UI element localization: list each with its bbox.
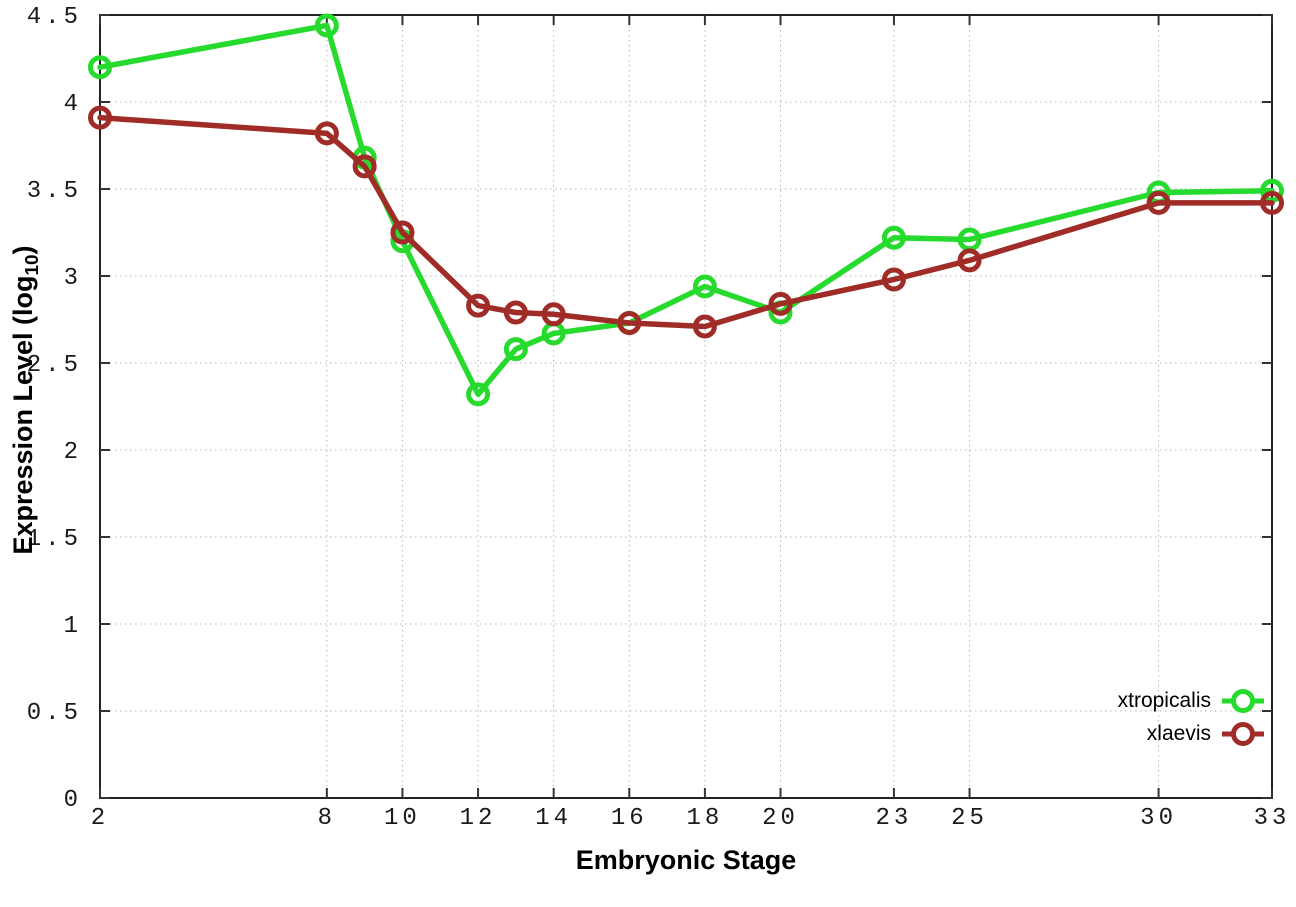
x-tick-label: 12 <box>460 805 497 832</box>
y-axis-title-subscript: 10 <box>22 254 44 276</box>
data-point-xtropicalis <box>88 55 112 80</box>
data-point-xtropicalis <box>314 13 339 38</box>
legend-marker-icon <box>1222 721 1264 746</box>
data-point-xlaevis <box>957 248 982 273</box>
data-point-xlaevis <box>503 300 528 325</box>
y-tick-label: 4.5 <box>27 4 82 31</box>
legend-marker-icon <box>1222 688 1264 713</box>
series-line-xtropicalis <box>97 22 1275 398</box>
x-tick-label: 33 <box>1254 805 1291 832</box>
y-tick-label: 0.5 <box>27 700 82 727</box>
data-point-xlaevis <box>88 105 112 130</box>
data-point-xtropicalis <box>466 382 491 407</box>
y-tick-label: 1.5 <box>27 526 82 553</box>
y-tick-label: 3 <box>64 265 82 292</box>
data-point-xlaevis <box>352 154 377 179</box>
y-tick-label: 2 <box>64 439 82 466</box>
data-point-xlaevis <box>881 267 906 292</box>
y-tick-label: 0 <box>64 787 82 814</box>
y-axis-title-close: ) <box>7 245 38 255</box>
x-tick-label: 14 <box>535 805 572 832</box>
y-axis-title-text: Expression Level (log <box>7 275 38 555</box>
data-point-xlaevis <box>617 310 642 335</box>
legend-entry-xlaevis: xlaevis <box>1118 717 1266 750</box>
data-point-xlaevis <box>1146 190 1171 215</box>
x-tick-label: 16 <box>611 805 648 832</box>
legend-label: xlaevis <box>1146 721 1211 745</box>
legend-entry-xtropicalis: xtropicalis <box>1118 684 1266 717</box>
x-tick-label: 2 <box>91 805 109 832</box>
data-point-xtropicalis <box>503 337 528 362</box>
legend-sample-circle <box>1231 721 1255 746</box>
y-tick-label: 4 <box>64 91 82 118</box>
data-point-xtropicalis <box>881 225 906 250</box>
legend-label: xtropicalis <box>1117 688 1211 712</box>
y-axis-title: Expression Level (log10) <box>8 245 44 554</box>
x-tick-label: 18 <box>686 805 723 832</box>
series-line-xlaevis <box>97 114 1275 330</box>
x-tick-label: 8 <box>318 805 336 832</box>
x-tick-label: 10 <box>384 805 421 832</box>
x-tick-label: 23 <box>876 805 913 832</box>
y-tick-label: 2.5 <box>27 352 82 379</box>
legend-sample-circle <box>1231 688 1255 713</box>
data-point-xlaevis <box>1260 190 1284 215</box>
data-point-xtropicalis <box>692 274 717 299</box>
y-tick-label: 1 <box>64 613 82 640</box>
x-axis-title: Embryonic Stage <box>575 845 797 875</box>
x-tick-label: 25 <box>951 805 988 832</box>
data-point-xlaevis <box>692 314 717 339</box>
data-point-xlaevis <box>390 220 415 245</box>
data-point-xlaevis <box>768 291 793 316</box>
x-tick-label: 20 <box>762 805 799 832</box>
data-point-xlaevis <box>541 302 566 327</box>
data-point-xlaevis <box>314 121 339 146</box>
data-point-xlaevis <box>466 293 491 318</box>
y-tick-label: 3.5 <box>27 178 82 205</box>
legend: xtropicalis xlaevis <box>1118 684 1266 750</box>
x-tick-label: 30 <box>1140 805 1177 832</box>
plot-border <box>99 14 1273 799</box>
